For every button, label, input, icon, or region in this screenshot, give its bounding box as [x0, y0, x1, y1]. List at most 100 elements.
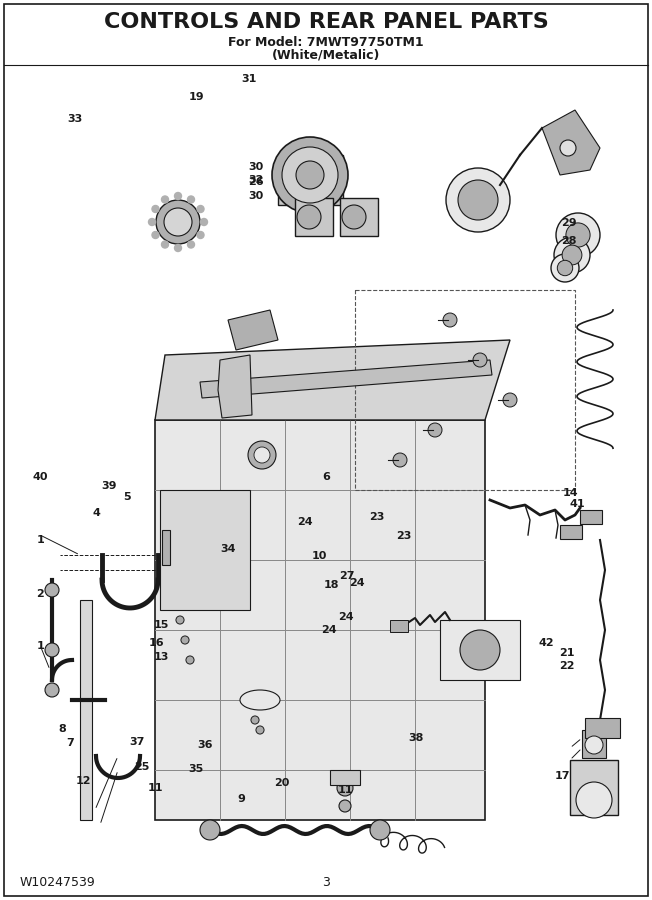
Bar — [570, 760, 618, 815]
Bar — [278, 155, 343, 205]
Circle shape — [337, 780, 353, 796]
Text: 37: 37 — [129, 736, 145, 747]
Text: 4: 4 — [93, 508, 100, 518]
Circle shape — [200, 820, 220, 840]
Circle shape — [342, 205, 366, 229]
Text: 1: 1 — [37, 535, 44, 545]
Text: 5: 5 — [123, 491, 131, 502]
Text: 21: 21 — [559, 648, 575, 659]
Bar — [340, 198, 378, 236]
Bar — [80, 600, 92, 820]
Circle shape — [554, 237, 590, 273]
Text: 14: 14 — [563, 488, 578, 499]
Circle shape — [181, 636, 189, 644]
Circle shape — [156, 200, 200, 244]
Circle shape — [152, 231, 159, 239]
Circle shape — [197, 231, 204, 239]
Ellipse shape — [240, 690, 280, 710]
Text: 25: 25 — [134, 761, 150, 772]
Circle shape — [557, 260, 572, 275]
Circle shape — [188, 196, 194, 203]
Circle shape — [188, 241, 194, 248]
Circle shape — [551, 254, 579, 282]
Circle shape — [186, 656, 194, 664]
Text: 20: 20 — [274, 778, 289, 788]
Text: 13: 13 — [154, 652, 170, 662]
Text: 12: 12 — [76, 776, 91, 787]
Bar — [162, 530, 170, 565]
Text: 15: 15 — [154, 619, 170, 630]
Circle shape — [45, 683, 59, 697]
Circle shape — [460, 630, 500, 670]
Circle shape — [458, 180, 498, 220]
Bar — [160, 490, 250, 610]
Bar — [330, 770, 360, 785]
Text: 7: 7 — [67, 737, 74, 748]
Text: 36: 36 — [198, 740, 213, 751]
Bar — [440, 620, 520, 680]
Text: 34: 34 — [220, 544, 236, 554]
Text: 42: 42 — [539, 637, 554, 648]
Bar — [390, 620, 408, 632]
Text: 24: 24 — [338, 612, 353, 623]
Text: 23: 23 — [396, 531, 412, 542]
Text: CONTROLS AND REAR PANEL PARTS: CONTROLS AND REAR PANEL PARTS — [104, 12, 548, 32]
Text: 2: 2 — [37, 589, 44, 599]
Circle shape — [162, 196, 168, 203]
Circle shape — [45, 583, 59, 597]
Circle shape — [562, 245, 582, 265]
Text: 39: 39 — [102, 481, 117, 491]
Circle shape — [393, 453, 407, 467]
Circle shape — [251, 716, 259, 724]
Text: 23: 23 — [369, 511, 385, 522]
Bar — [155, 420, 485, 820]
Circle shape — [556, 213, 600, 257]
Bar — [582, 730, 606, 758]
Text: 30: 30 — [248, 191, 263, 202]
Text: 24: 24 — [297, 517, 313, 527]
Text: 11: 11 — [338, 785, 353, 796]
Circle shape — [175, 193, 181, 200]
Circle shape — [256, 726, 264, 734]
Circle shape — [162, 241, 168, 248]
Circle shape — [503, 393, 517, 407]
Circle shape — [149, 219, 155, 226]
Circle shape — [296, 161, 324, 189]
Circle shape — [248, 441, 276, 469]
Text: 40: 40 — [33, 472, 48, 482]
Circle shape — [152, 205, 159, 212]
Polygon shape — [155, 340, 510, 420]
Circle shape — [176, 616, 184, 624]
Text: 18: 18 — [323, 580, 339, 590]
Text: 30: 30 — [248, 161, 263, 172]
Text: 27: 27 — [339, 571, 355, 581]
Text: 31: 31 — [241, 74, 257, 85]
Circle shape — [428, 423, 442, 437]
Circle shape — [197, 205, 204, 212]
Text: 24: 24 — [321, 625, 337, 635]
Circle shape — [201, 219, 207, 226]
Circle shape — [164, 208, 192, 236]
Circle shape — [272, 137, 348, 213]
Text: 3: 3 — [322, 876, 330, 888]
Bar — [560, 525, 582, 539]
Polygon shape — [542, 110, 600, 175]
Polygon shape — [200, 360, 492, 398]
Text: 35: 35 — [188, 764, 203, 775]
Text: 6: 6 — [322, 472, 330, 482]
Text: 32: 32 — [248, 175, 263, 185]
Bar — [580, 510, 602, 524]
Text: 22: 22 — [559, 661, 575, 671]
Circle shape — [175, 245, 181, 251]
Bar — [355, 290, 575, 490]
Text: 1: 1 — [37, 641, 44, 652]
Text: For Model: 7MWT97750TM1: For Model: 7MWT97750TM1 — [228, 35, 424, 49]
Circle shape — [443, 313, 457, 327]
Circle shape — [446, 168, 510, 232]
Circle shape — [254, 447, 270, 463]
Text: 38: 38 — [408, 733, 424, 743]
Text: 9: 9 — [237, 794, 245, 805]
Text: 28: 28 — [561, 236, 576, 247]
Bar — [295, 198, 333, 236]
Text: 10: 10 — [312, 551, 327, 562]
